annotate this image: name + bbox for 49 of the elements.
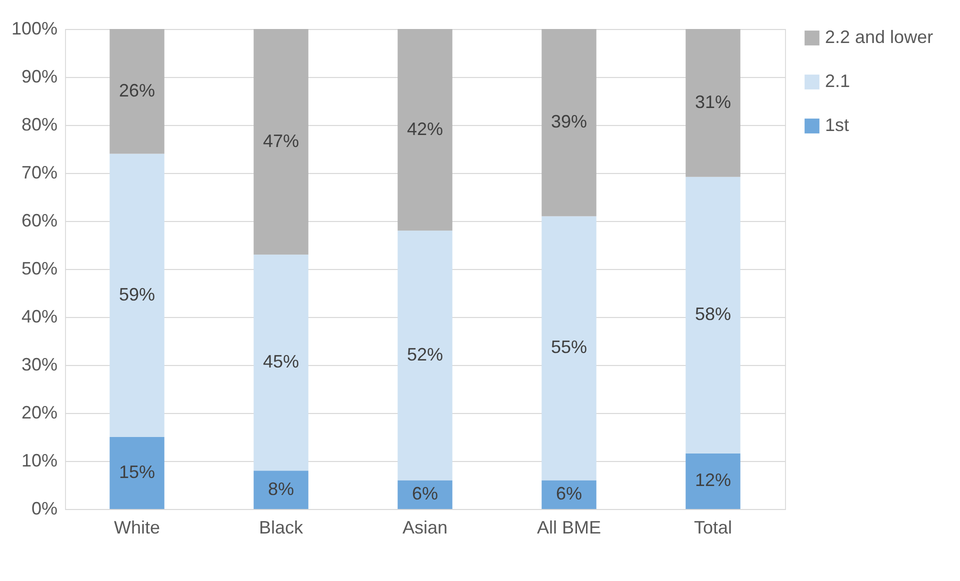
- bar: [110, 154, 164, 437]
- data-label: 31%: [694, 92, 732, 112]
- bar: [254, 470, 308, 509]
- data-label: 12%: [694, 470, 732, 490]
- bar: [398, 480, 452, 509]
- x-tick-label: Asian: [402, 518, 448, 538]
- y-tick-label: 90%: [21, 66, 58, 86]
- data-label: 15%: [118, 462, 156, 482]
- y-tick-label: 60%: [21, 210, 58, 230]
- bar: [398, 230, 452, 480]
- y-tick-label: 20%: [21, 402, 58, 422]
- y-tick-label: 80%: [21, 114, 58, 134]
- bar: [254, 29, 308, 255]
- data-label: 39%: [550, 112, 588, 132]
- x-tick-label: Total: [694, 518, 732, 538]
- data-label: 6%: [412, 484, 438, 504]
- legend-label: 2.2 and lower: [825, 27, 934, 47]
- x-tick-label: Black: [258, 518, 304, 538]
- x-tick-label: All BME: [536, 518, 602, 538]
- bar: [110, 29, 164, 154]
- data-label: 58%: [694, 304, 732, 324]
- data-label: 42%: [406, 118, 444, 139]
- bar: [110, 437, 164, 509]
- y-tick-label: 30%: [21, 354, 58, 374]
- data-label: 47%: [262, 130, 300, 151]
- bar: [686, 176, 740, 454]
- legend-label: 2.1: [825, 71, 850, 91]
- data-label: 45%: [262, 352, 300, 372]
- bar: [542, 480, 596, 509]
- bar: [542, 29, 596, 216]
- y-tick-label: 0%: [31, 498, 58, 518]
- data-label: 59%: [118, 284, 156, 304]
- data-label: 6%: [556, 484, 582, 504]
- y-tick-label: 10%: [21, 450, 58, 470]
- bar: [686, 29, 740, 177]
- data-label: 8%: [268, 478, 294, 499]
- y-tick-label: 70%: [21, 162, 58, 182]
- legend-label: 1st: [825, 115, 850, 135]
- bar: [254, 254, 308, 471]
- bar: [398, 29, 452, 231]
- data-label: 26%: [118, 80, 156, 100]
- y-tick-label: 50%: [21, 258, 58, 278]
- data-label: 55%: [550, 337, 588, 358]
- y-tick-label: 100%: [11, 18, 58, 38]
- bar: [542, 216, 596, 480]
- y-tick-label: 40%: [21, 306, 58, 326]
- x-tick-label: White: [114, 518, 160, 538]
- data-label: 52%: [406, 344, 444, 364]
- bar: [686, 453, 740, 509]
